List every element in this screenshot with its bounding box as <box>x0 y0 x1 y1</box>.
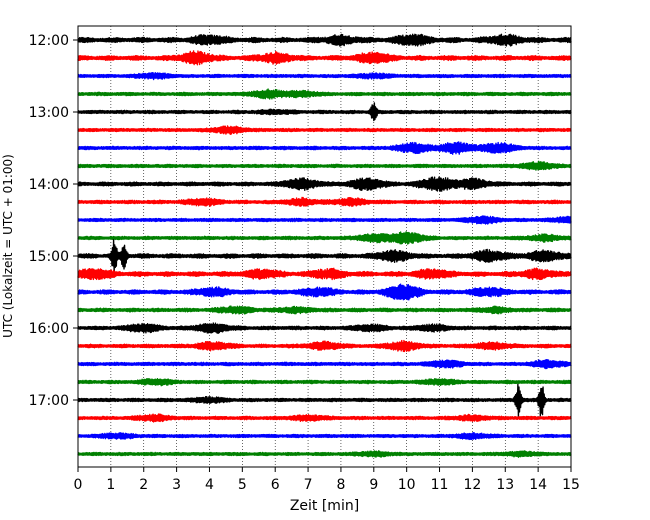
x-tick-label: 12 <box>463 477 481 493</box>
y-axis-ticks: 12:00 13:00 14:00 15:00 16:00 17:00 <box>29 33 78 409</box>
x-tick-label: 14 <box>529 477 547 493</box>
x-tick-label: 4 <box>205 477 214 493</box>
trace-1615 <box>77 339 572 353</box>
x-tick-label: 15 <box>562 477 580 493</box>
trace-1200 <box>77 33 572 47</box>
x-tick-label: 5 <box>238 477 247 493</box>
y-axis-label: UTC (Lokalzeit = UTC + 01:00) <box>1 154 15 338</box>
x-tick-label: 3 <box>172 477 181 493</box>
trace-1600 <box>77 322 572 334</box>
trace-1645 <box>77 378 572 387</box>
trace-1245 <box>77 88 572 100</box>
x-axis-label: Zeit [min] <box>290 498 359 514</box>
trace-1700 <box>77 383 572 417</box>
trace-1430 <box>77 215 572 225</box>
trace-1345 <box>77 160 572 171</box>
x-tick-label: 0 <box>74 477 83 493</box>
trace-1545 <box>77 305 572 315</box>
trace-1230 <box>77 71 572 81</box>
trace-1515 <box>77 267 572 281</box>
trace-1300 <box>77 102 572 122</box>
trace-1530 <box>77 283 572 301</box>
y-tick-label: 17:00 <box>29 393 69 409</box>
seismic-traces <box>77 33 572 458</box>
x-tick-label: 2 <box>139 477 148 493</box>
trace-1730 <box>77 431 572 441</box>
y-tick-label: 16:00 <box>29 321 69 337</box>
trace-1715 <box>77 413 572 423</box>
trace-1630 <box>77 358 572 370</box>
x-axis-ticks: 0 1 2 3 4 5 6 7 8 9 10 11 12 13 14 15 <box>74 467 580 493</box>
x-tick-label: 7 <box>304 477 313 493</box>
x-tick-label: 9 <box>369 477 378 493</box>
trace-1500 <box>77 239 572 273</box>
trace-1315 <box>77 125 572 135</box>
trace-1330 <box>77 141 572 155</box>
x-tick-label: 6 <box>271 477 280 493</box>
x-tick-label: 13 <box>496 477 514 493</box>
y-tick-label: 12:00 <box>29 33 69 49</box>
y-tick-label: 15:00 <box>29 249 69 265</box>
trace-1215 <box>77 50 572 66</box>
plot-frame <box>77 25 572 468</box>
trace-1415 <box>77 196 572 208</box>
y-tick-label: 13:00 <box>29 105 69 121</box>
x-tick-label: 11 <box>431 477 449 493</box>
x-tick-label: 1 <box>106 477 115 493</box>
x-tick-label: 8 <box>336 477 345 493</box>
trace-1445 <box>77 231 572 245</box>
y-tick-label: 14:00 <box>29 177 69 193</box>
trace-1745 <box>77 450 572 458</box>
x-tick-label: 10 <box>398 477 416 493</box>
trace-1400 <box>77 176 572 192</box>
